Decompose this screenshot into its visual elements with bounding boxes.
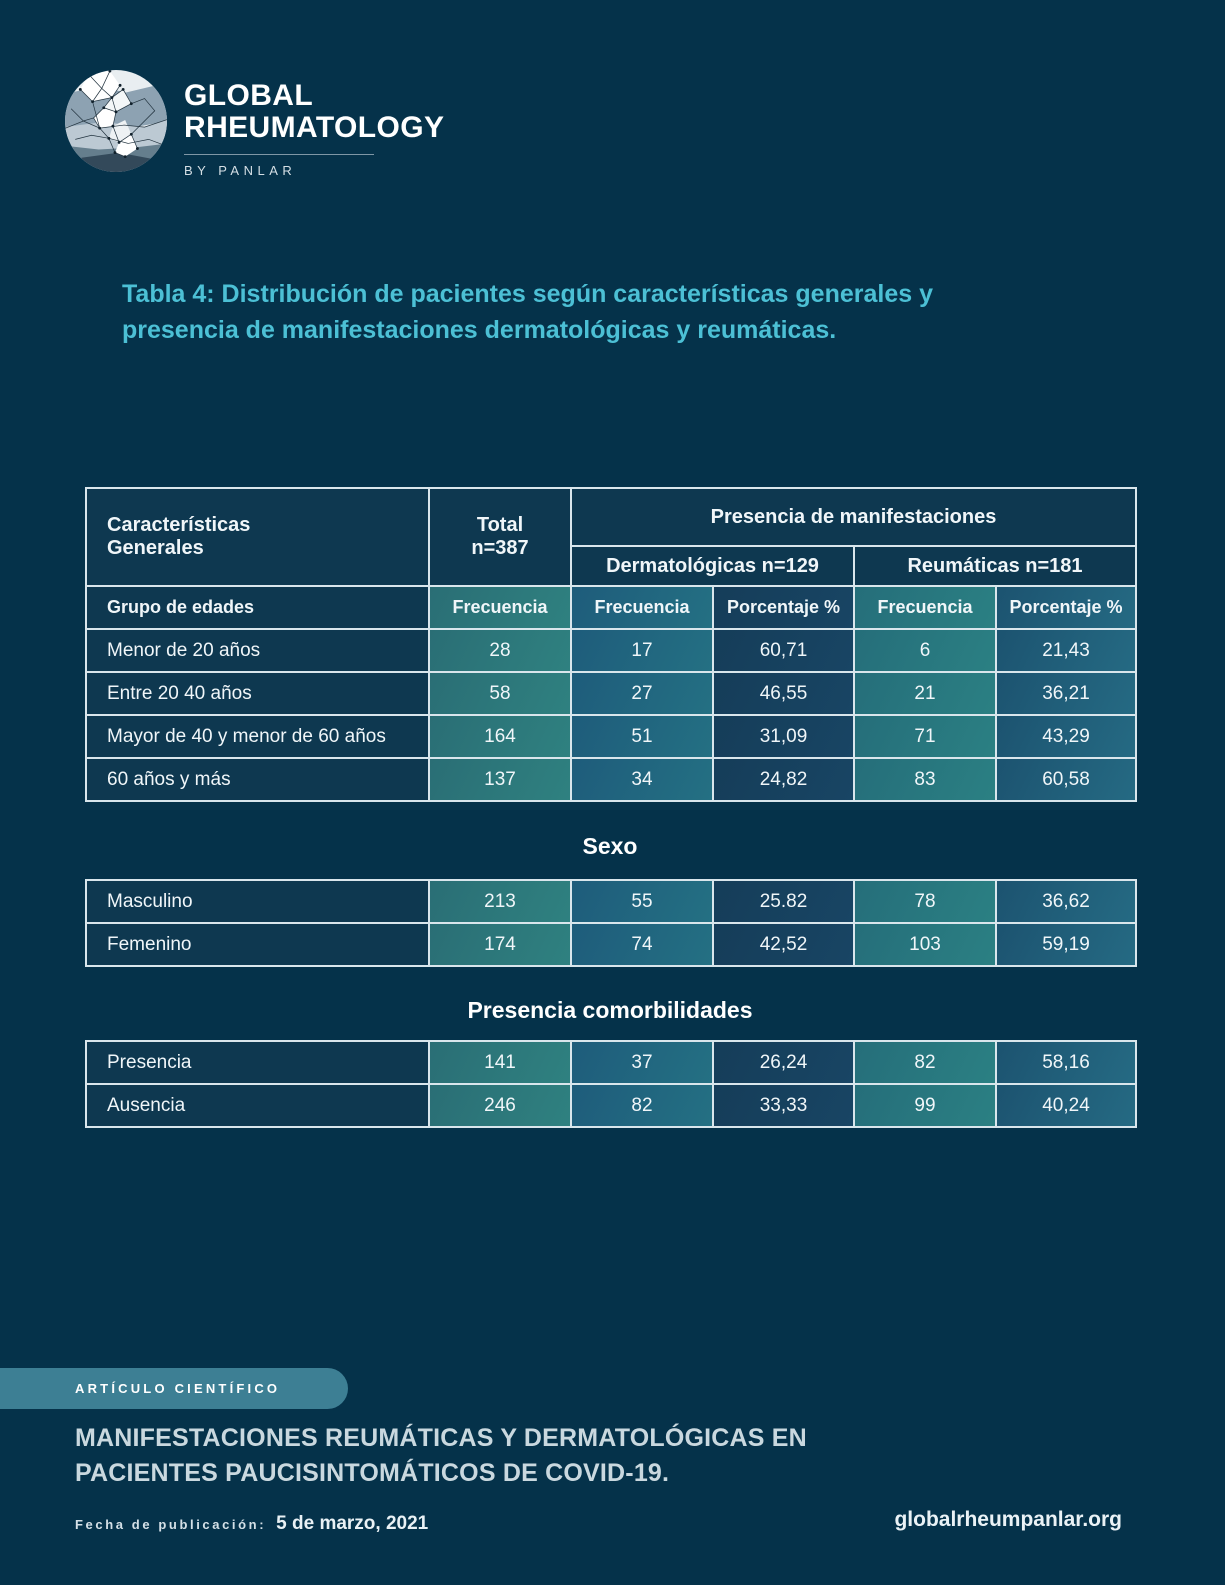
table-row: Ausencia 246 82 33,33 99 40,24 — [85, 1083, 1137, 1128]
subheader-porcentaje-reum: Porcentaje % — [994, 585, 1138, 630]
section-title-comorbilidades: Presencia comorbilidades — [467, 997, 753, 1023]
cell-reum-freq: 78 — [853, 879, 997, 924]
cell-reum-freq: 83 — [853, 757, 997, 802]
brand-name-line1: GLOBAL — [184, 79, 314, 112]
cell-derm-freq: 51 — [570, 714, 714, 759]
publication-date-value: 5 de marzo, 2021 — [276, 1513, 429, 1534]
publication-date-row: Fecha de publicación: 5 de marzo, 2021 — [75, 1513, 428, 1535]
cell-reum-freq: 21 — [853, 671, 997, 716]
cell-total: 137 — [428, 757, 572, 802]
header-dermatologicas: Dermatológicas n=129 — [570, 545, 855, 587]
row-label: Entre 20 40 años — [85, 671, 430, 716]
cell-total: 174 — [428, 922, 572, 967]
cell-derm-pct: 24,82 — [712, 757, 855, 802]
cell-derm-pct: 26,24 — [712, 1040, 855, 1085]
article-type-badge: ARTÍCULO CIENTÍFICO — [0, 1368, 348, 1409]
cell-reum-freq: 99 — [853, 1083, 997, 1128]
cell-total: 58 — [428, 671, 572, 716]
cell-derm-freq: 55 — [570, 879, 714, 924]
cell-derm-freq: 74 — [570, 922, 714, 967]
cell-total: 141 — [428, 1040, 572, 1085]
cell-reum-pct: 43,29 — [994, 714, 1138, 759]
header-reumaticas: Reumáticas n=181 — [852, 545, 1138, 587]
cell-derm-pct: 31,09 — [712, 714, 855, 759]
table-row: Femenino 174 74 42,52 103 59,19 — [85, 922, 1137, 967]
row-label: Ausencia — [85, 1083, 430, 1128]
cell-reum-freq: 6 — [853, 628, 997, 673]
header-caracteristicas-line2: Generales — [107, 537, 204, 559]
subheader-frecuencia-derm: Frecuencia — [570, 585, 714, 630]
cell-reum-pct: 36,21 — [994, 671, 1138, 716]
cell-derm-pct: 42,52 — [712, 922, 855, 967]
subheader-grupo-edades: Grupo de edades — [85, 585, 430, 630]
table-row: Mayor de 40 y menor de 60 años 164 51 31… — [85, 714, 1138, 759]
row-label: Mayor de 40 y menor de 60 años — [85, 714, 430, 759]
section-title-sexo: Sexo — [582, 833, 638, 859]
header-manifestaciones: Presencia de manifestaciones — [569, 487, 1138, 547]
cell-derm-pct: 60,71 — [712, 628, 855, 673]
header-total: Total n=387 — [428, 487, 572, 587]
cell-derm-pct: 46,55 — [712, 671, 855, 716]
cell-reum-freq: 103 — [853, 922, 997, 967]
cell-total: 164 — [428, 714, 572, 759]
cell-reum-pct: 36,62 — [995, 879, 1137, 924]
brand-text: GLOBAL RHEUMATOLOGY BY PANLAR — [184, 68, 444, 178]
cell-reum-pct: 40,24 — [995, 1083, 1137, 1128]
cell-derm-freq: 34 — [570, 757, 714, 802]
cell-total: 246 — [428, 1083, 572, 1128]
row-label: Menor de 20 años — [85, 628, 430, 673]
subheader-frecuencia-reum: Frecuencia — [853, 585, 997, 630]
cell-derm-freq: 37 — [570, 1040, 714, 1085]
subheader-porcentaje-derm: Porcentaje % — [712, 585, 855, 630]
cell-derm-freq: 27 — [570, 671, 714, 716]
comorbilidades-table: Presencia 141 37 26,24 82 58,16 Ausencia… — [85, 1040, 1137, 1128]
row-label: Femenino — [85, 922, 430, 967]
cell-reum-pct: 21,43 — [994, 628, 1138, 673]
brand-name-line2: RHEUMATOLOGY — [184, 111, 445, 145]
main-table: Características Generales Total n=387 Pr… — [85, 487, 1138, 802]
cell-derm-pct: 33,33 — [712, 1083, 855, 1128]
cell-total: 28 — [428, 628, 572, 673]
header-total-line2: n=387 — [471, 537, 529, 559]
header-caracteristicas: Características Generales — [85, 487, 430, 587]
table-row: Entre 20 40 años 58 27 46,55 21 36,21 — [85, 671, 1138, 716]
brand-divider — [184, 153, 374, 155]
publication-date-label: Fecha de publicación: — [75, 1517, 267, 1532]
article-type-label: ARTÍCULO CIENTÍFICO — [75, 1381, 281, 1396]
header-caracteristicas-line1: Características — [107, 514, 251, 536]
table-row: 60 años y más 137 34 24,82 83 60,58 — [85, 757, 1138, 802]
cell-derm-pct: 25.82 — [712, 879, 855, 924]
row-label: Presencia — [85, 1040, 430, 1085]
cell-total: 213 — [428, 879, 572, 924]
globe-icon — [65, 70, 167, 172]
row-label: 60 años y más — [85, 757, 430, 802]
cell-derm-freq: 82 — [570, 1083, 714, 1128]
cell-reum-freq: 82 — [853, 1040, 997, 1085]
article-title: MANIFESTACIONES REUMÁTICAS Y DERMATOLÓGI… — [75, 1424, 807, 1487]
brand-logo: GLOBAL RHEUMATOLOGY BY PANLAR — [63, 68, 444, 178]
table-row: Masculino 213 55 25.82 78 36,62 — [85, 879, 1137, 924]
row-label: Masculino — [85, 879, 430, 924]
cell-reum-freq: 71 — [853, 714, 997, 759]
sexo-table: Masculino 213 55 25.82 78 36,62 Femenino… — [85, 879, 1137, 967]
cell-derm-freq: 17 — [570, 628, 714, 673]
table-row: Menor de 20 años 28 17 60,71 6 21,43 — [85, 628, 1138, 673]
cell-reum-pct: 58,16 — [995, 1040, 1137, 1085]
table-caption: Tabla 4: Distribución de pacientes según… — [122, 280, 933, 344]
cell-reum-pct: 60,58 — [994, 757, 1138, 802]
cell-reum-pct: 59,19 — [995, 922, 1137, 967]
subheader-frecuencia-total: Frecuencia — [428, 585, 572, 630]
website-url: globalrheumpanlar.org — [894, 1508, 1122, 1531]
table-row: Presencia 141 37 26,24 82 58,16 — [85, 1040, 1137, 1085]
brand-byline: BY PANLAR — [184, 162, 297, 178]
header-total-line1: Total — [476, 514, 524, 536]
